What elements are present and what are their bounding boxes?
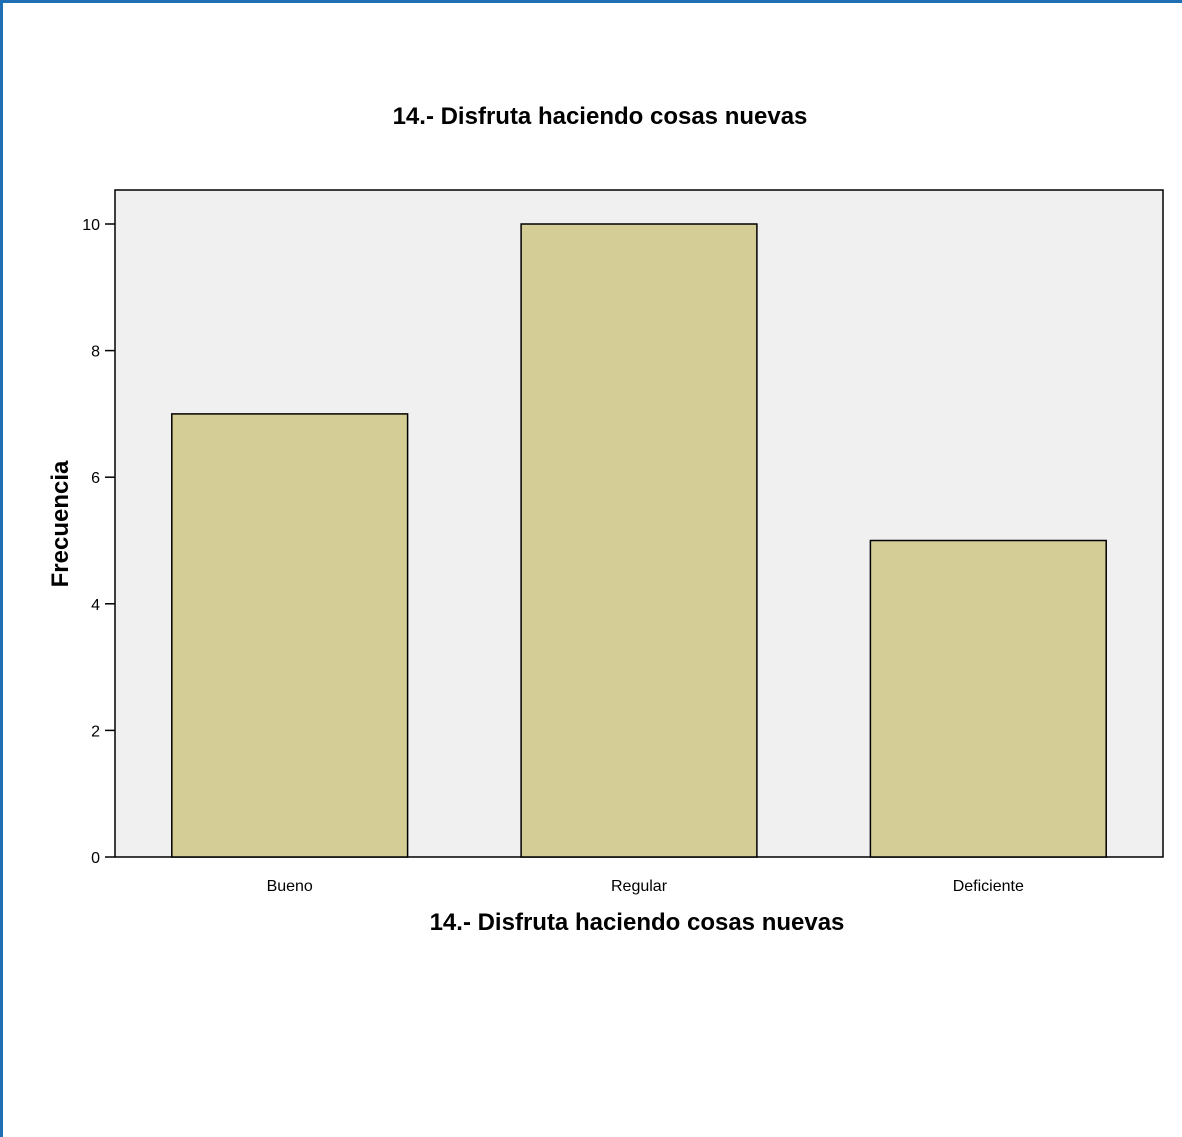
x-tick-label: Regular (611, 878, 668, 895)
bar-regular (520, 223, 758, 858)
x-axis-title: 14.- Disfruta haciendo cosas nuevas (430, 909, 845, 936)
y-axis: 0 2 4 6 8 10 (82, 217, 115, 867)
y-tick-label: 8 (91, 344, 100, 361)
y-axis-title: Frecuencia (47, 460, 74, 587)
y-tick-label: 0 (91, 850, 100, 867)
x-tick-label: Bueno (267, 878, 313, 895)
y-tick-label: 4 (91, 597, 100, 614)
bar-bueno (171, 413, 409, 858)
x-tick-label: Deficiente (953, 878, 1024, 895)
y-tick-label: 6 (91, 470, 100, 487)
bars-group (171, 223, 1107, 858)
chart-title: 14.- Disfruta haciendo cosas nuevas (393, 103, 808, 130)
y-tick-label: 2 (91, 723, 100, 740)
bar-deficiente (869, 539, 1107, 858)
y-tick-label: 10 (82, 217, 100, 234)
x-axis: Bueno Regular Deficiente (267, 878, 1024, 895)
